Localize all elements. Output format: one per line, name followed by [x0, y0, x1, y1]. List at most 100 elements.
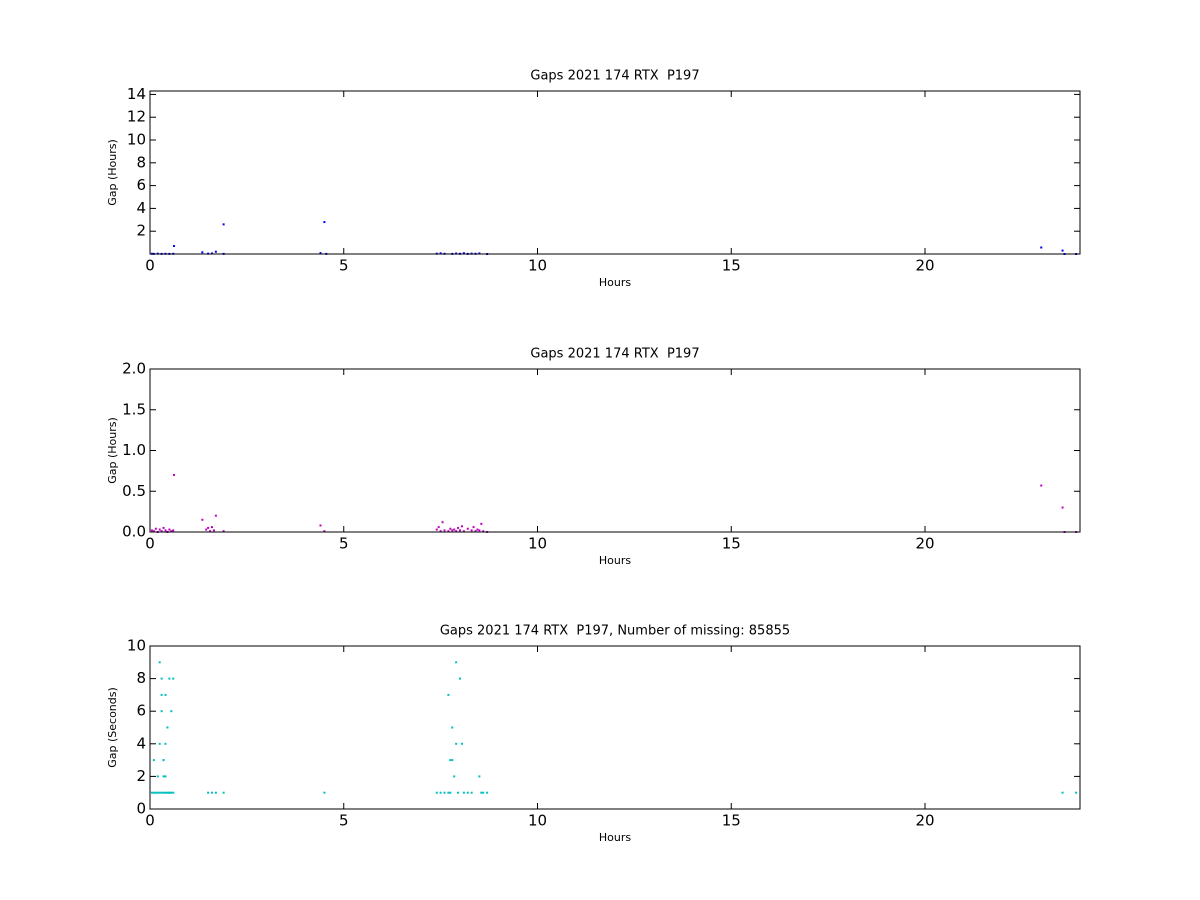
point — [211, 526, 213, 529]
x-tick-label: 10 — [528, 257, 547, 275]
point — [162, 759, 165, 762]
point — [168, 528, 171, 531]
point — [152, 530, 155, 533]
point — [449, 759, 452, 762]
point — [209, 530, 212, 533]
x-tick-label: 5 — [339, 257, 349, 275]
point — [1061, 249, 1064, 252]
point — [166, 726, 169, 729]
point — [164, 791, 167, 794]
x-tick-label: 20 — [915, 812, 934, 830]
x-tick-label: 20 — [915, 535, 934, 553]
x-tick-label: 0 — [145, 257, 155, 275]
point — [459, 529, 461, 532]
plot-frame — [149, 645, 1081, 810]
point — [478, 775, 481, 778]
point — [158, 791, 161, 794]
point — [470, 791, 473, 794]
point — [447, 791, 450, 794]
point — [486, 791, 489, 794]
x-tick-label: 0 — [145, 812, 155, 830]
point — [462, 252, 465, 255]
y-tick-label: 0 — [136, 800, 146, 818]
point — [162, 526, 165, 529]
x-tick-label: 10 — [528, 535, 547, 553]
x-axis-label: Hours — [599, 554, 631, 567]
y-tick-label: 8 — [136, 669, 146, 687]
point — [1061, 791, 1064, 794]
plot-frame — [149, 90, 1081, 255]
point — [173, 245, 176, 248]
y-tick-label: 2 — [136, 222, 146, 240]
x-tick-label: 15 — [722, 812, 741, 830]
y-tick-label: 1.0 — [122, 441, 146, 459]
y-axis-label: Gap (Hours) — [106, 417, 119, 484]
point — [449, 791, 452, 794]
x-tick-label: 5 — [339, 535, 349, 553]
point — [158, 742, 161, 745]
point — [457, 526, 460, 529]
point — [455, 530, 458, 533]
point — [205, 528, 208, 531]
point — [457, 791, 460, 794]
y-tick-label: 6 — [136, 176, 146, 194]
point — [462, 530, 465, 533]
point — [435, 791, 438, 794]
point — [1040, 484, 1043, 487]
point — [435, 528, 438, 531]
point — [150, 529, 153, 532]
point — [451, 529, 454, 532]
plot-frame — [149, 368, 1081, 533]
point — [170, 530, 173, 533]
point — [160, 710, 163, 713]
point — [160, 530, 163, 533]
point — [455, 742, 458, 745]
point — [212, 529, 215, 532]
point — [170, 791, 173, 794]
y-tick-label: 4 — [136, 734, 146, 752]
point — [476, 528, 479, 531]
x-tick-label: 20 — [915, 257, 934, 275]
point — [447, 530, 450, 533]
point — [451, 726, 454, 729]
point — [172, 677, 175, 680]
point — [1061, 506, 1064, 509]
point — [164, 529, 167, 532]
point — [222, 791, 225, 794]
point — [470, 529, 473, 532]
y-tick-label: 14 — [127, 85, 146, 103]
point — [1040, 246, 1043, 249]
point — [150, 791, 153, 794]
point — [460, 742, 463, 745]
point — [222, 223, 225, 226]
point — [449, 527, 452, 530]
point — [156, 775, 159, 778]
x-tick-label: 15 — [722, 257, 741, 275]
point — [478, 529, 481, 532]
point — [201, 251, 204, 254]
point — [154, 527, 157, 530]
point — [323, 530, 326, 533]
point — [158, 661, 161, 664]
x-tick-label: 0 — [145, 535, 155, 553]
x-tick-label: 10 — [528, 812, 547, 830]
y-tick-label: 1.5 — [122, 400, 146, 418]
point — [443, 791, 446, 794]
point — [1075, 791, 1078, 794]
point — [439, 791, 442, 794]
point — [162, 775, 165, 778]
point — [319, 252, 322, 255]
point — [214, 250, 217, 253]
point — [170, 710, 173, 713]
point — [211, 791, 213, 794]
chart-title: Gaps 2021 174 RTX P197 — [530, 347, 699, 362]
y-tick-label: 2 — [136, 767, 146, 785]
x-axis-label: Hours — [599, 831, 631, 844]
point — [474, 530, 477, 533]
point — [323, 791, 326, 794]
point — [480, 522, 483, 525]
point — [439, 530, 442, 533]
point — [168, 791, 171, 794]
y-tick-label: 12 — [127, 108, 146, 126]
